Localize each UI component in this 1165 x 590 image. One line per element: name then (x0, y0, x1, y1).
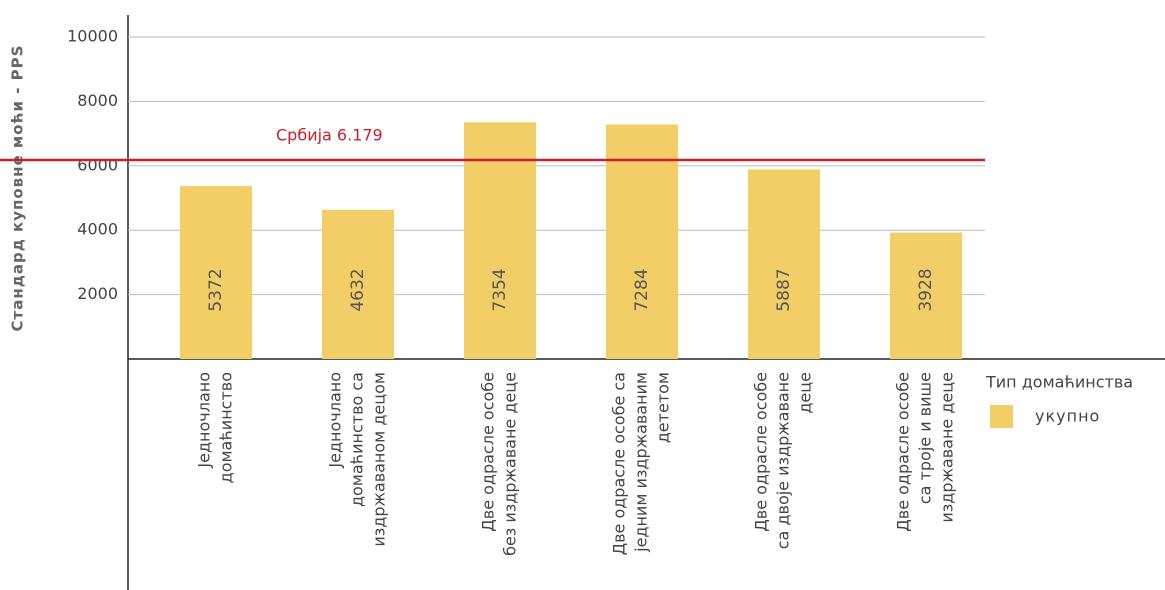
x-tick-label: Две одрасле особе (479, 372, 498, 532)
x-tick-label: без издржаване деце (501, 372, 520, 556)
x-tick-label: Једночлано (326, 372, 345, 469)
x-tick-label: са двоје издржаване (774, 372, 793, 549)
x-tick-label: домаћинство (217, 372, 236, 483)
x-tick-label: деце (796, 372, 815, 414)
value-label: 5372 (206, 268, 226, 311)
bar (322, 209, 394, 359)
bar (606, 124, 678, 359)
value-label: 7284 (632, 268, 652, 311)
x-tick-label: Две одрасле особе са (610, 372, 629, 555)
value-label: 3928 (916, 268, 936, 311)
value-label: 5887 (774, 268, 794, 311)
y-tick-label: 2000 (77, 284, 118, 303)
x-tick-label: са троје и више (916, 372, 935, 504)
x-tick-label: издржаване деце (938, 372, 957, 523)
x-tick-label: Две одрасле особе (752, 372, 771, 532)
value-label: 4632 (348, 268, 368, 311)
bar (890, 232, 962, 359)
reference-label: Србија 6.179 (276, 126, 383, 145)
x-tick-label: дететом (654, 372, 673, 443)
y-tick-label: 10000 (67, 27, 118, 46)
x-tick-label: домаћинство са (348, 372, 367, 507)
x-tick-label: Једночлано (195, 372, 214, 469)
y-tick-label: 6000 (77, 155, 118, 174)
y-tick-label: 8000 (77, 91, 118, 110)
x-tick-label: Две одрасле особе (894, 372, 913, 532)
bar (748, 169, 820, 359)
y-axis-label: Стандард куповне моћи - PPS (9, 45, 27, 332)
legend-label: укупно (1035, 407, 1100, 426)
legend-swatch (990, 405, 1013, 428)
value-label: 7354 (490, 268, 510, 311)
y-tick-label: 4000 (77, 220, 118, 239)
bar (464, 122, 536, 359)
bar (180, 186, 252, 359)
legend-title: Тип домаћинства (985, 373, 1133, 392)
x-tick-label: издржаваном децом (370, 372, 389, 547)
x-tick-label: једним издржаваним (632, 372, 651, 553)
